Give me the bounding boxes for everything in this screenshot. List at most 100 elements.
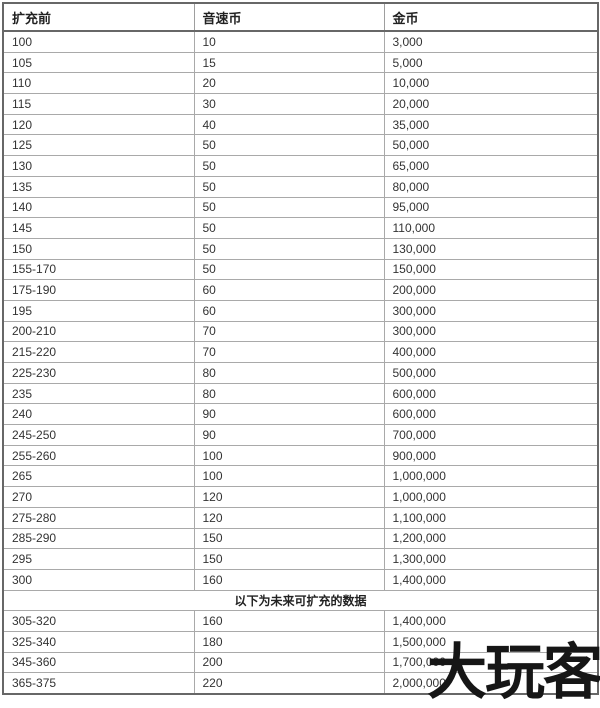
cell-gold-coins: 600,000 — [383, 382, 599, 405]
cell-before-expansion: 225-230 — [2, 362, 195, 384]
table-row: 145 50 110,000 — [2, 217, 599, 239]
cell-before-expansion: 145 — [2, 217, 195, 239]
table-row: 200-210 70 300,000 — [2, 320, 599, 343]
table-row: 105 15 5,000 — [2, 51, 599, 74]
cell-before-expansion: 265 — [2, 465, 195, 488]
cell-sonic-coins: 50 — [193, 217, 385, 239]
cell-before-expansion: 100 — [2, 30, 195, 53]
cell-sonic-coins: 80 — [193, 382, 385, 405]
table-row: 295 150 1,300,000 — [2, 548, 599, 570]
cell-before-expansion: 125 — [2, 134, 195, 157]
cell-gold-coins: 65,000 — [383, 155, 599, 177]
table-row: 285-290 150 1,200,000 — [2, 527, 599, 550]
cell-sonic-coins: 40 — [193, 113, 385, 136]
cell-before-expansion: 270 — [2, 486, 195, 508]
table-row: 175-190 60 200,000 — [2, 279, 599, 301]
cell-before-expansion: 325-340 — [2, 630, 195, 653]
cell-sonic-coins: 160 — [193, 568, 385, 591]
cell-gold-coins: 50,000 — [383, 134, 599, 157]
table-row: 265 100 1,000,000 — [2, 465, 599, 488]
section-header-row: 以下为未来可扩充的数据 — [2, 589, 599, 612]
cell-sonic-coins: 50 — [193, 175, 385, 198]
cell-before-expansion: 275-280 — [2, 506, 195, 529]
cell-sonic-coins: 15 — [193, 51, 385, 74]
cell-gold-coins: 1,700,000 — [383, 651, 599, 674]
cell-before-expansion: 365-375 — [2, 672, 195, 695]
table-row: 300 160 1,400,000 — [2, 568, 599, 591]
cell-gold-coins: 500,000 — [383, 362, 599, 384]
cell-gold-coins: 5,000 — [383, 51, 599, 74]
cell-gold-coins: 1,000,000 — [383, 486, 599, 508]
future-data-rows: 305-320 160 1,400,000 325-340 180 1,500,000 34… — [2, 610, 599, 695]
cell-gold-coins: 600,000 — [383, 403, 599, 426]
cell-sonic-coins: 120 — [193, 486, 385, 508]
table-row: 365-375 220 2,000,000 — [2, 672, 599, 695]
cell-before-expansion: 235 — [2, 382, 195, 405]
cell-gold-coins: 150,000 — [383, 258, 599, 281]
cell-before-expansion: 295 — [2, 548, 195, 570]
cell-gold-coins: 130,000 — [383, 237, 599, 260]
cell-sonic-coins: 90 — [193, 424, 385, 446]
cell-gold-coins: 20,000 — [383, 93, 599, 115]
cell-sonic-coins: 30 — [193, 93, 385, 115]
table-row: 270 120 1,000,000 — [2, 486, 599, 508]
cell-before-expansion: 200-210 — [2, 320, 195, 343]
cell-gold-coins: 1,100,000 — [383, 506, 599, 529]
cell-sonic-coins: 80 — [193, 362, 385, 384]
cell-sonic-coins: 100 — [193, 465, 385, 488]
table-row: 100 10 3,000 — [2, 30, 599, 53]
cell-sonic-coins: 70 — [193, 320, 385, 343]
cell-before-expansion: 115 — [2, 93, 195, 115]
table-row: 275-280 120 1,100,000 — [2, 506, 599, 529]
table-row: 150 50 130,000 — [2, 237, 599, 260]
table-row: 115 30 20,000 — [2, 93, 599, 115]
cell-sonic-coins: 60 — [193, 279, 385, 301]
cell-gold-coins: 300,000 — [383, 320, 599, 343]
column-header-gold-coins: 金币 — [383, 2, 599, 32]
cell-before-expansion: 140 — [2, 196, 195, 219]
cell-sonic-coins: 160 — [193, 610, 385, 632]
cell-gold-coins: 1,500,000 — [383, 630, 599, 653]
table-row: 155-170 50 150,000 — [2, 258, 599, 281]
cell-gold-coins: 10,000 — [383, 72, 599, 95]
cell-sonic-coins: 200 — [193, 651, 385, 674]
cell-sonic-coins: 120 — [193, 506, 385, 529]
header-row: 扩充前 音速币 金币 — [2, 2, 599, 32]
cell-sonic-coins: 180 — [193, 630, 385, 653]
table-row: 195 60 300,000 — [2, 299, 599, 322]
cell-gold-coins: 95,000 — [383, 196, 599, 219]
cell-sonic-coins: 90 — [193, 403, 385, 426]
cell-gold-coins: 110,000 — [383, 217, 599, 239]
cell-gold-coins: 400,000 — [383, 341, 599, 363]
cell-sonic-coins: 150 — [193, 548, 385, 570]
cell-before-expansion: 215-220 — [2, 341, 195, 363]
section-header-body: 以下为未来可扩充的数据 — [2, 589, 599, 612]
cell-before-expansion: 255-260 — [2, 444, 195, 467]
cell-before-expansion: 155-170 — [2, 258, 195, 281]
table-row: 345-360 200 1,700,000 — [2, 651, 599, 674]
cell-sonic-coins: 10 — [193, 30, 385, 53]
cell-before-expansion: 285-290 — [2, 527, 195, 550]
table-row: 325-340 180 1,500,000 — [2, 630, 599, 653]
cell-before-expansion: 120 — [2, 113, 195, 136]
table-row: 245-250 90 700,000 — [2, 424, 599, 446]
cell-sonic-coins: 100 — [193, 444, 385, 467]
cell-before-expansion: 240 — [2, 403, 195, 426]
table-row: 110 20 10,000 — [2, 72, 599, 95]
section-header-label: 以下为未来可扩充的数据 — [2, 589, 599, 612]
cell-before-expansion: 195 — [2, 299, 195, 322]
cell-gold-coins: 2,000,000 — [383, 672, 599, 695]
expansion-cost-table: 扩充前 音速币 金币 100 10 3,000 105 15 5,000 110 20 10,0… — [2, 2, 599, 695]
cell-gold-coins: 80,000 — [383, 175, 599, 198]
table-row: 305-320 160 1,400,000 — [2, 610, 599, 632]
cell-before-expansion: 110 — [2, 72, 195, 95]
cell-before-expansion: 105 — [2, 51, 195, 74]
table-row: 135 50 80,000 — [2, 175, 599, 198]
cell-gold-coins: 700,000 — [383, 424, 599, 446]
cell-gold-coins: 3,000 — [383, 30, 599, 53]
cell-sonic-coins: 20 — [193, 72, 385, 95]
cell-sonic-coins: 50 — [193, 196, 385, 219]
current-data-rows: 100 10 3,000 105 15 5,000 110 20 10,000 115 30 20,0… — [2, 30, 599, 591]
cell-gold-coins: 300,000 — [383, 299, 599, 322]
